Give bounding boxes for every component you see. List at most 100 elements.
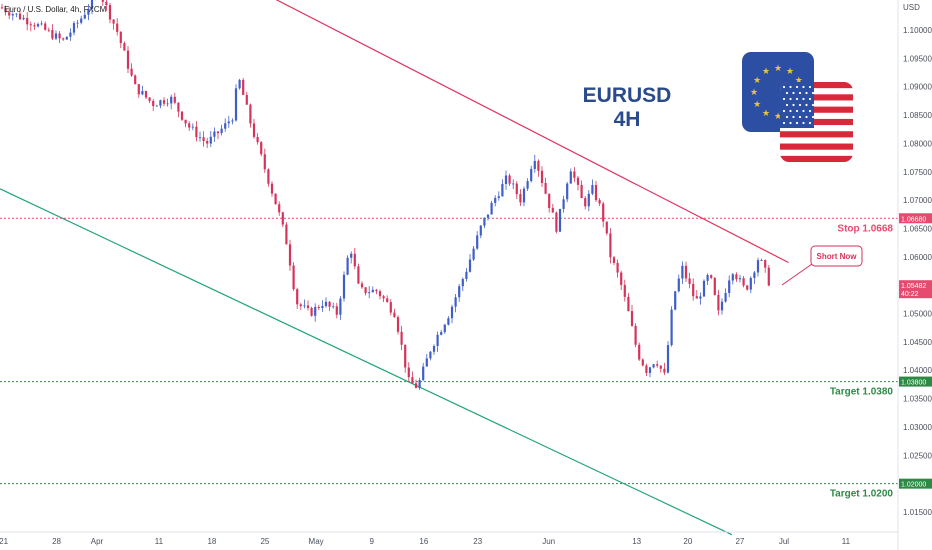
x-tick-label: Apr [91, 537, 104, 546]
candle-body [112, 19, 115, 24]
candle-body [173, 96, 176, 103]
us-star-icon [785, 103, 789, 107]
candle-body [177, 102, 180, 112]
y-tick-label: 1.08000 [903, 139, 932, 148]
candle-body [573, 171, 576, 178]
candle-body [47, 29, 50, 31]
us-stripe [780, 82, 853, 89]
y-tick-label: 1.04500 [903, 338, 932, 347]
chart-subtitle: 4H [614, 108, 641, 131]
candle-body [695, 296, 698, 299]
candle-body [666, 345, 670, 373]
y-tick-label: 1.02500 [903, 451, 932, 460]
candle-body [749, 277, 752, 290]
y-tick-label: 1.01500 [903, 508, 932, 517]
candle-body [238, 79, 241, 89]
us-star-icon [802, 109, 805, 113]
x-tick-label: 9 [370, 537, 375, 546]
candle-body [134, 75, 137, 85]
candle-body [18, 13, 22, 20]
candle-body [641, 359, 644, 366]
candle-body [144, 90, 148, 98]
candle-body [576, 177, 580, 185]
candle-body [123, 43, 126, 51]
us-stripe [780, 94, 853, 101]
candle-body [350, 253, 353, 258]
level-label: Target 1.0380 [830, 387, 894, 398]
candle-body [548, 193, 551, 208]
level-price-tag-text: 1.03800 [901, 380, 926, 387]
x-tick-label: Jul [779, 537, 789, 546]
candle-body [425, 358, 428, 367]
eu-star-icon: ★ [786, 66, 794, 76]
us-star-icon [798, 103, 802, 107]
candle-body [324, 301, 328, 307]
candle-body [490, 202, 493, 215]
us-star-icon [782, 85, 786, 89]
candle-body [270, 183, 274, 194]
y-tick-label: 1.03000 [903, 423, 932, 432]
us-star-icon [785, 115, 789, 119]
candle-body [627, 296, 630, 312]
candles [0, 0, 770, 390]
us-star-icon [785, 91, 789, 95]
us-star-icon [792, 103, 795, 107]
us-stripe [780, 131, 853, 138]
callout-text: Short Now [817, 252, 858, 261]
candle-body [638, 344, 641, 360]
candle-body [130, 68, 133, 76]
candle-body [767, 267, 770, 286]
candle-body [623, 284, 626, 297]
candle-body [515, 183, 518, 195]
lower-channel-trendline [0, 188, 733, 536]
candle-body [454, 297, 457, 307]
candle-body [263, 154, 266, 170]
candle-body [306, 305, 310, 308]
us-star-icon [782, 121, 786, 125]
candle-body [216, 131, 220, 134]
candle-body [101, 0, 104, 2]
candle-body [533, 160, 536, 169]
us-flag-icon [780, 82, 853, 162]
candle-body [72, 23, 76, 33]
candle-body [44, 23, 47, 30]
candle-body [321, 306, 324, 308]
candle-body [447, 318, 450, 325]
candle-body [400, 331, 403, 345]
candle-body [569, 171, 572, 184]
candle-body [76, 22, 79, 24]
x-tick-label: 25 [260, 537, 269, 546]
candle-body [317, 306, 320, 308]
candle-body [332, 306, 335, 308]
candle-body [620, 272, 623, 285]
x-tick-label: 16 [419, 537, 428, 546]
candle-body [663, 368, 666, 373]
candle-body [692, 283, 695, 297]
candle-body [357, 266, 360, 284]
candle-body [346, 257, 349, 275]
y-tick-label: 1.07500 [903, 168, 932, 177]
candle-body [418, 380, 421, 388]
candle-body [69, 32, 72, 37]
candle-body [486, 214, 490, 218]
candle-body [58, 33, 61, 39]
candle-body [296, 289, 299, 305]
candle-body [148, 97, 151, 101]
us-star-icon [808, 121, 812, 125]
candle-body [443, 324, 446, 333]
candle-body [364, 287, 367, 294]
candle-body [738, 278, 742, 280]
candle-body [566, 183, 569, 200]
candle-body [252, 123, 256, 137]
candle-body [598, 200, 601, 204]
candle-body [303, 305, 306, 307]
candle-body [62, 38, 65, 40]
candle-body [285, 224, 288, 245]
candle-body [407, 367, 410, 378]
candle-body [141, 90, 144, 95]
candle-body [170, 96, 173, 104]
candle-body [310, 307, 313, 316]
us-star-icon [802, 121, 805, 125]
candle-body [411, 377, 414, 384]
candle-body [360, 283, 364, 288]
